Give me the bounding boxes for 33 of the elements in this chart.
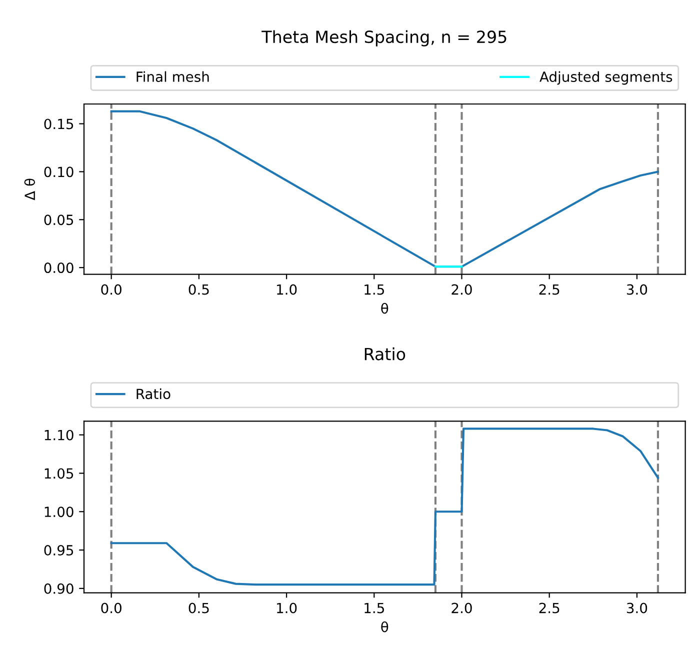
chart-title: Ratio (364, 347, 406, 360)
legend-label: Ratio (136, 388, 170, 400)
x-tick-label: 3.0 (626, 284, 648, 295)
x-tick-label: 1.0 (277, 284, 297, 295)
y-tick-label: 0.95 (44, 545, 74, 556)
x-tick-label: 2.5 (539, 602, 560, 614)
y-tick-label: 0.00 (44, 262, 74, 274)
legend-label: Adjusted segments (540, 71, 672, 85)
y-tick-label: 1.10 (44, 430, 74, 440)
x-tick-label: 1.5 (364, 284, 384, 295)
line-series (110, 428, 660, 586)
x-tick-label: 3.0 (626, 602, 648, 614)
legend-label: Final mesh (136, 71, 209, 82)
x-tick-label: 2.5 (539, 284, 560, 295)
y-tick-label: 0.90 (44, 583, 74, 594)
x-tick-label: 0.5 (188, 284, 209, 295)
y-tick-label: 0.15 (44, 118, 74, 130)
x-axis-title: θ (381, 302, 388, 314)
chart-title: Theta Mesh Spacing, n = 295 (262, 30, 506, 46)
x-tick-label: 1.5 (364, 602, 384, 614)
line-series (110, 110, 660, 268)
x-tick-label: 0.5 (188, 602, 209, 614)
x-tick-label: 2.0 (452, 284, 472, 295)
x-tick-label: 0.0 (101, 284, 122, 295)
x-tick-label: 2.0 (452, 602, 472, 614)
y-tick-label: 1.00 (44, 506, 74, 518)
y-tick-label: 0.10 (44, 166, 74, 178)
x-tick-label: 1.0 (277, 602, 297, 614)
y-axis-title: Δ θ (24, 178, 36, 200)
y-tick-label: 1.05 (44, 468, 74, 479)
x-tick-label: 0.0 (101, 602, 122, 614)
x-axis-title: θ (381, 621, 388, 632)
y-tick-label: 0.05 (44, 214, 74, 226)
